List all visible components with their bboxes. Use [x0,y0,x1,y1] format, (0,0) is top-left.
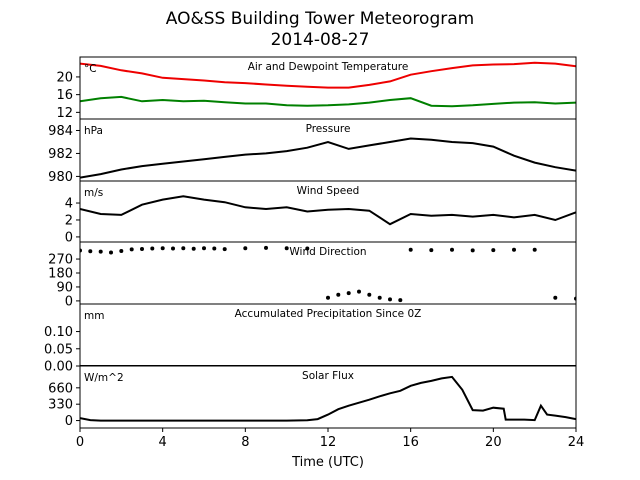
panel-unit: °C [84,63,97,75]
series-line-1 [80,195,576,226]
y-tick-label: 0.10 [44,325,73,340]
data-point [88,249,93,254]
data-point [129,247,134,252]
panel-wind-speed: 0 24 Wind Speed m/s [65,180,577,245]
data-point [264,245,268,250]
data-point [160,246,165,251]
data-point [532,247,537,252]
panel-title: Wind Direction [289,246,366,258]
data-point [357,289,361,294]
data-point [202,246,206,251]
data-point [243,246,248,251]
x-axis: 0 4 8 12 16 20 24 [76,428,584,450]
data-point [305,246,310,251]
data-point [346,291,351,296]
y-tick-label: 4 [65,197,73,212]
data-point [212,246,217,251]
y-tick-label: 12 [56,106,73,121]
x-tick-label: 12 [320,435,337,450]
y-tick-label: 0 [65,414,73,429]
panel-temperature: 12 16 20 Air and Dewpoint Temperature °C [56,56,577,121]
x-tick-label: 4 [159,435,167,450]
panel-title: Solar Flux [302,370,354,382]
panel-pressure: 980 982 984 Pressure hPa [48,118,577,185]
data-point [377,295,382,300]
x-tick-label: 20 [485,435,502,450]
panel-unit: mm [84,310,104,322]
data-point [191,246,196,251]
y-tick-label: 90 [56,280,73,295]
y-tick-label: 660 [48,381,73,396]
data-point [398,298,403,303]
series-group [80,245,576,303]
data-point [222,247,227,252]
y-tick-label: 980 [48,170,73,185]
data-point [150,246,155,251]
y-tick-label: 270 [48,253,73,268]
series-group [80,61,576,108]
y-tick-label: 0 [65,230,73,245]
data-point [429,248,434,253]
chart-subtitle: 2014-08-27 [271,30,370,50]
data-point [408,247,413,252]
x-tick-label: 8 [241,435,249,450]
y-tick-label: 330 [48,398,73,413]
y-tick-label: 20 [56,70,73,85]
series-line-1 [80,61,576,89]
data-point [284,246,289,251]
data-point [140,247,144,251]
y-tick-label: 2 [65,213,73,228]
x-tick-label: 24 [568,435,585,450]
data-point [109,250,113,255]
y-tick-label: 984 [48,124,73,139]
panel-unit: m/s [84,187,103,199]
data-point [326,295,330,300]
data-point [450,247,454,252]
data-point [171,246,175,251]
panel-unit: hPa [84,125,103,137]
panel-unit: W/m^2 [84,372,124,384]
y-tick-label: 0 [65,294,73,309]
panel-title: Wind Speed [297,185,360,197]
series-group [80,137,576,179]
x-tick-label: 16 [402,435,419,450]
y-tick-label: 180 [48,267,73,282]
data-point [388,297,392,302]
y-tick-label: 0.00 [44,360,73,375]
y-tick-label: 982 [48,147,73,162]
data-point [470,248,475,253]
data-point [491,248,496,253]
x-axis-label: Time (UTC) [291,455,364,470]
data-point [119,249,124,253]
y-tick-label: 16 [56,88,73,103]
series-group [80,375,576,422]
series-line-1 [80,137,576,179]
data-point [98,249,103,254]
panel-precipitation: 0.00 0.05 0.10 Accumulated Precipitation Si… [44,303,577,375]
data-point [553,295,558,300]
data-point [367,292,372,297]
panel-title: Accumulated Precipitation Since 0Z [235,308,422,320]
panel-title: Pressure [306,123,351,135]
series-line-1 [80,375,576,422]
chart-title: AO&SS Building Tower Meteorogram [166,9,474,29]
panel-title: Air and Dewpoint Temperature [248,61,409,73]
series-line-2 [80,95,576,108]
x-tick-label: 0 [76,435,84,450]
data-point [336,292,341,297]
y-tick-label: 0.05 [44,342,73,357]
series-group [80,195,576,226]
data-point [512,247,516,252]
data-point [181,246,186,251]
